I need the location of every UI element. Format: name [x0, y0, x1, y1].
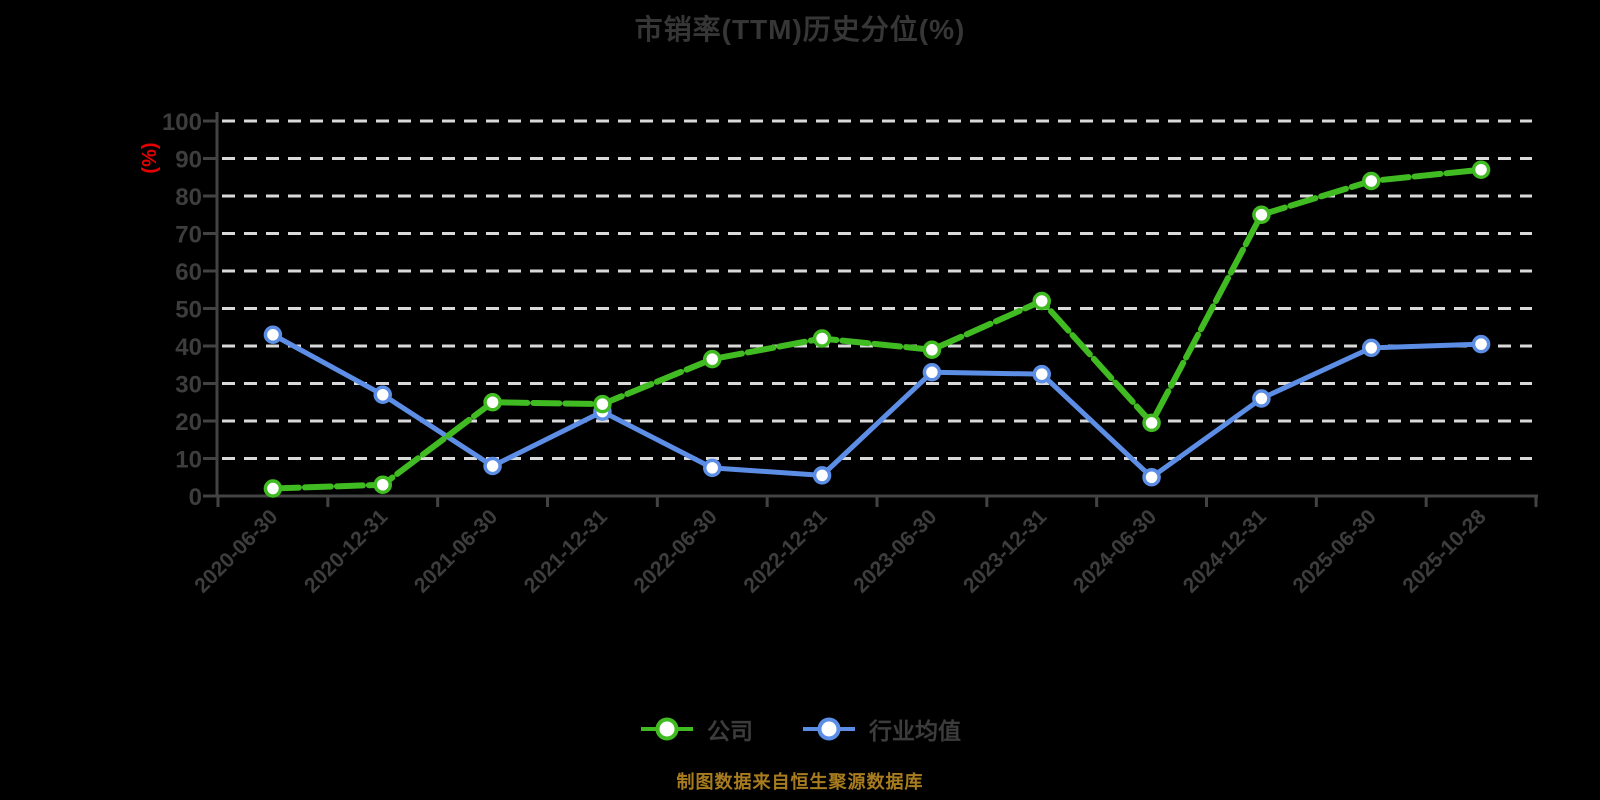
legend-item-company[interactable]: 公司: [639, 712, 753, 746]
data-point-marker: [1471, 334, 1491, 354]
data-point-marker: [1252, 389, 1271, 408]
data-point-marker: [1362, 338, 1381, 358]
data-point-marker: [922, 340, 942, 359]
data-point-marker: [812, 329, 832, 348]
x-tick-label: 2025-06-30: [1289, 505, 1381, 597]
data-point-marker: [373, 475, 392, 494]
data-point-marker: [263, 479, 283, 498]
x-tick-label: 2024-12-31: [1179, 505, 1271, 597]
chart-title: 市销率(TTM)历史分位(%): [634, 14, 966, 45]
data-point-marker: [1142, 413, 1161, 433]
data-point-marker: [593, 394, 612, 414]
x-tick-label: 2025-10-28: [1398, 505, 1490, 597]
industry-average-line-marker-icon: [803, 717, 855, 741]
data-point-marker: [703, 349, 722, 369]
data-point-marker: [922, 363, 942, 382]
y-tick-label: 100: [162, 109, 202, 136]
gridlines: [222, 119, 1532, 460]
company-line-marker-icon: [641, 717, 693, 741]
y-tick-label: 40: [175, 334, 202, 361]
x-tick-label: 2022-06-30: [630, 505, 722, 597]
legend-label-company: 公司: [707, 718, 753, 744]
x-tick-label: 2024-06-30: [1069, 505, 1161, 597]
y-tick-label: 80: [175, 184, 202, 211]
y-tick-label: 10: [175, 447, 202, 474]
y-tick-label: 0: [189, 484, 202, 511]
y-tick-label: 50: [175, 297, 202, 324]
company-data-points: [263, 160, 1491, 498]
industry-average-series-line: [270, 332, 1484, 480]
y-tick-label: 70: [175, 222, 202, 249]
axes: 0 10 20 30 40 50 60 70 80 90 100 2020-06-30 2020-12-…: [162, 109, 1538, 597]
industry-average-data-points: [263, 325, 1491, 487]
data-point-marker: [263, 325, 283, 344]
data-point-marker: [1362, 171, 1381, 191]
y-tick-label: 30: [175, 372, 202, 399]
legend-label-industry-average: 行业均值: [869, 718, 961, 744]
x-tick-label: 2020-06-30: [190, 505, 282, 597]
x-tick-label: 2021-12-31: [520, 505, 612, 597]
data-point-marker: [373, 385, 392, 404]
x-tick-label: 2022-12-31: [739, 505, 831, 597]
y-tick-label: 60: [175, 259, 202, 286]
data-point-marker: [483, 456, 502, 476]
data-point-marker: [1032, 291, 1051, 311]
x-tick-label: 2023-12-31: [959, 505, 1051, 597]
chart-legend: 公司 行业均值: [0, 712, 1600, 746]
x-tick-label: 2023-06-30: [849, 505, 941, 597]
y-tick-label: 90: [175, 147, 202, 174]
data-point-marker: [1252, 205, 1271, 224]
data-point-marker: [1032, 364, 1051, 384]
data-point-marker: [1142, 468, 1161, 487]
x-tick-label: 2021-06-30: [410, 505, 502, 597]
y-tick-label: 20: [175, 409, 202, 436]
data-point-marker: [812, 466, 832, 485]
legend-item-industry-average[interactable]: 行业均值: [801, 712, 961, 746]
data-source-note: 制图数据来自恒生聚源数据库: [676, 772, 924, 792]
x-tick-label: 2020-12-31: [300, 505, 392, 597]
data-point-marker: [703, 458, 722, 478]
y-axis-unit-label: (%): [139, 142, 161, 173]
data-point-marker: [483, 393, 502, 412]
company-series-line: [269, 166, 1485, 492]
data-point-marker: [1471, 160, 1491, 179]
